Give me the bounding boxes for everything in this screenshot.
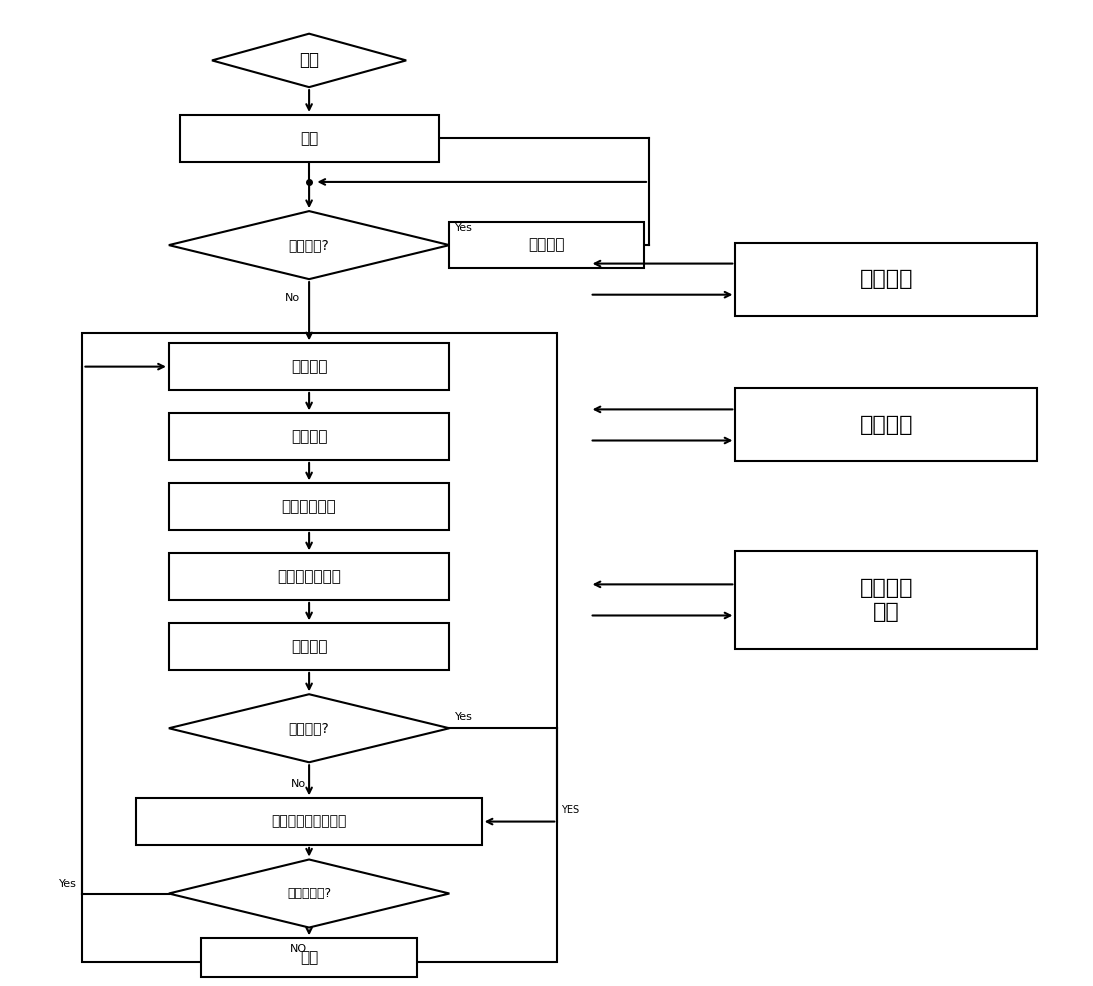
Bar bbox=[449, 222, 644, 268]
Text: 等待: 等待 bbox=[299, 951, 318, 965]
Bar bbox=[201, 939, 418, 977]
Text: 分析数据: 分析数据 bbox=[860, 269, 913, 289]
Bar bbox=[179, 114, 438, 162]
Bar bbox=[168, 553, 449, 599]
Bar bbox=[168, 483, 449, 529]
Text: 与上位机
通讯: 与上位机 通讯 bbox=[860, 579, 913, 621]
Text: 自检: 自检 bbox=[299, 131, 318, 146]
Text: 继续采集吗?: 继续采集吗? bbox=[287, 887, 331, 900]
Polygon shape bbox=[168, 211, 449, 279]
Text: 输出控制: 输出控制 bbox=[291, 359, 327, 374]
Text: Yes: Yes bbox=[455, 223, 472, 233]
Text: No: No bbox=[291, 779, 306, 789]
Bar bbox=[137, 799, 482, 845]
Text: Yes: Yes bbox=[59, 879, 78, 888]
Text: 采集数据并存储: 采集数据并存储 bbox=[278, 569, 341, 584]
Polygon shape bbox=[168, 694, 449, 762]
Text: 显示结果: 显示结果 bbox=[860, 415, 913, 435]
Text: 异常处理: 异常处理 bbox=[528, 238, 565, 252]
Text: No: No bbox=[285, 293, 301, 303]
Text: 是否正常?: 是否正常? bbox=[289, 721, 329, 736]
Bar bbox=[82, 332, 557, 961]
Bar bbox=[736, 551, 1037, 649]
Polygon shape bbox=[212, 34, 407, 87]
Text: 数据分析: 数据分析 bbox=[291, 639, 327, 654]
Bar bbox=[168, 343, 449, 389]
Text: YES: YES bbox=[561, 805, 578, 814]
Bar bbox=[736, 243, 1037, 316]
Text: 选择通道: 选择通道 bbox=[291, 429, 327, 444]
Text: 有异常吗?: 有异常吗? bbox=[289, 238, 329, 252]
Bar bbox=[168, 413, 449, 459]
Text: 开始: 开始 bbox=[299, 51, 319, 69]
Bar bbox=[736, 388, 1037, 461]
Text: NO: NO bbox=[290, 944, 307, 953]
Text: 报警并进行数据处理: 报警并进行数据处理 bbox=[271, 814, 346, 828]
Polygon shape bbox=[168, 860, 449, 928]
Text: 启动数据采集: 启动数据采集 bbox=[282, 499, 337, 514]
Bar bbox=[168, 623, 449, 669]
Text: Yes: Yes bbox=[455, 712, 472, 722]
